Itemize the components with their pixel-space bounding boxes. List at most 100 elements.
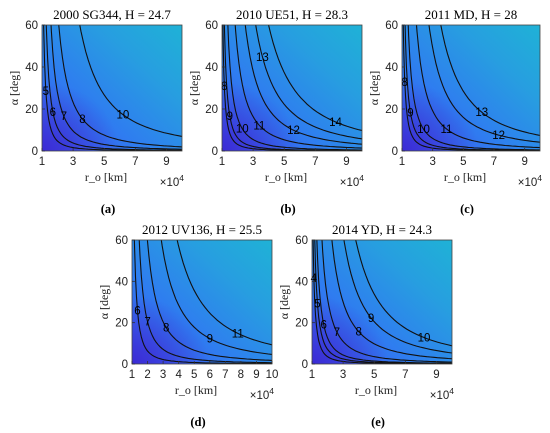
x-tick-label: 9 [253,369,259,381]
contour-label: 7 [144,317,150,329]
contour-line [404,25,540,151]
contour-label: 12 [492,130,505,142]
x-tick-label: 9 [343,156,349,168]
x-tick-label: 8 [238,369,244,381]
contour-label: 9 [407,107,413,119]
contour-label: 8 [402,77,408,89]
panel-label: (b) [280,202,295,216]
x-tick-label: 5 [371,369,377,381]
contour-line [321,240,452,363]
x-axis-label: r_o [km] [265,170,307,184]
x-tick-label: 7 [222,369,228,381]
x-tick-label: 6 [207,369,213,381]
contour-label: 8 [79,114,85,126]
contour-label: 11 [440,124,452,136]
y-tick-label: 0 [32,146,38,158]
y-axis-label: α [deg] [7,71,21,106]
x-axis-label: r_o [km] [444,170,486,184]
x-tick-label: 7 [132,156,138,168]
x-tick-label: 5 [101,156,107,168]
x-axis-label: r_o [km] [175,383,217,397]
contour-line [244,25,362,145]
contour-line [58,25,182,148]
y-tick-label: 0 [302,359,308,371]
contour-lines [43,25,182,151]
contour-label: 12 [287,125,300,137]
y-tick-label: 60 [295,235,308,247]
y-tick-label: 40 [205,62,218,74]
x-multiplier: ×104 [250,386,275,402]
plot-shading [42,25,182,151]
contour-label: 14 [329,117,342,129]
contour-label: 6 [50,107,56,119]
contour-label: 8 [221,81,227,93]
x-tick-label: 3 [250,156,256,168]
x-tick-label: 2 [144,369,150,381]
y-tick-label: 40 [385,62,398,74]
contour-label: 10 [418,333,431,345]
x-tick-label: 3 [70,156,76,168]
y-tick-label: 60 [385,20,398,32]
contour-label: 13 [475,107,488,119]
contour-line [176,240,272,346]
y-tick-label: 20 [25,104,38,116]
y-axis-label: α [deg] [277,285,291,320]
x-tick-label: 7 [402,369,408,381]
contour-line [255,25,362,140]
panel-label: (c) [460,202,474,216]
y-axis-label: α [deg] [367,71,381,106]
contour-label: 10 [236,124,249,136]
chart-title: 2012 UV136, H = 25.5 [142,222,262,237]
plot-shading [312,240,452,364]
contour-line [146,240,272,361]
contour-label: 9 [227,111,233,123]
contour-label: 5 [314,299,320,311]
x-tick-label: 3 [340,369,346,381]
contour-line [45,25,182,151]
chart-title: 2010 UE51, H = 28.3 [236,7,348,22]
contour-label: 13 [256,52,269,64]
y-axis-label: α [deg] [187,71,201,106]
x-tick-label: 1 [399,156,405,168]
contour-line [428,25,540,143]
contour-line [355,240,452,347]
y-tick-label: 0 [392,146,398,158]
y-axis-label: α [deg] [97,285,111,320]
axes-frame [311,239,453,365]
y-tick-label: 0 [212,146,218,158]
y-tick-label: 20 [115,318,128,330]
x-tick-label: 7 [312,156,318,168]
contour-label: 4 [311,273,318,285]
axes-frame [131,239,273,365]
contour-line [50,25,182,150]
contour-line [267,25,362,132]
x-tick-label: 3 [160,369,166,381]
chart-title: 2011 MD, H = 28 [425,7,517,22]
y-tick-label: 40 [25,62,38,74]
contour-line [43,25,182,151]
contour-line [227,25,362,151]
plot-shading [132,240,272,364]
y-tick-label: 60 [25,20,38,32]
contour-line [234,25,362,149]
contour-line [133,240,272,364]
x-tick-label: 1 [219,156,225,168]
contour-label: 9 [207,334,213,346]
panel-label: (a) [101,202,116,216]
axes-frame [221,24,363,152]
y-tick-label: 20 [295,318,308,330]
contour-line [138,240,272,364]
x-multiplier: ×104 [340,173,365,189]
x-tick-label: 4 [175,369,182,381]
contour-label: 8 [355,327,361,339]
x-tick-label: 1 [39,156,45,168]
contour-label: 10 [116,110,129,122]
contour-label: 7 [61,111,67,123]
contour-line [160,240,272,355]
contour-line [407,25,540,151]
contour-label: 11 [232,328,244,340]
